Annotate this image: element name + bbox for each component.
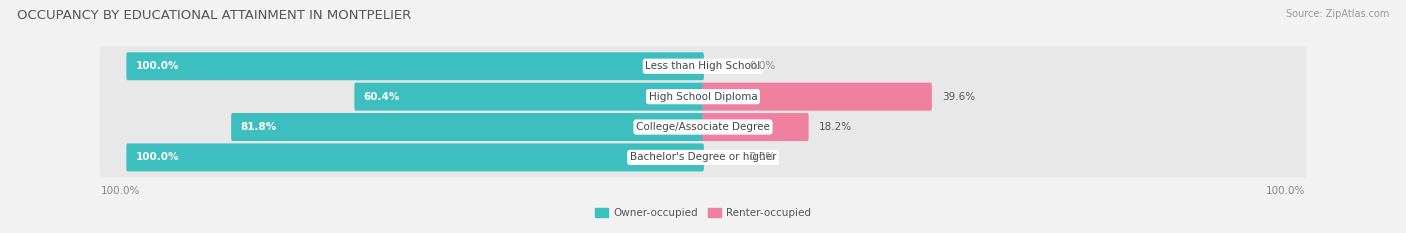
FancyBboxPatch shape: [127, 144, 704, 171]
Text: 100.0%: 100.0%: [136, 152, 180, 162]
FancyBboxPatch shape: [127, 52, 704, 80]
Text: Source: ZipAtlas.com: Source: ZipAtlas.com: [1285, 9, 1389, 19]
FancyBboxPatch shape: [100, 137, 1306, 178]
Text: 0.0%: 0.0%: [749, 61, 775, 71]
FancyBboxPatch shape: [100, 77, 1306, 117]
Text: 81.8%: 81.8%: [240, 122, 277, 132]
Text: 100.0%: 100.0%: [1265, 186, 1305, 196]
Text: 39.6%: 39.6%: [942, 92, 976, 102]
Text: 18.2%: 18.2%: [820, 122, 852, 132]
Text: 0.0%: 0.0%: [749, 152, 775, 162]
Text: 100.0%: 100.0%: [136, 61, 180, 71]
Text: High School Diploma: High School Diploma: [648, 92, 758, 102]
Legend: Owner-occupied, Renter-occupied: Owner-occupied, Renter-occupied: [591, 204, 815, 222]
FancyBboxPatch shape: [702, 113, 808, 141]
FancyBboxPatch shape: [702, 83, 932, 111]
FancyBboxPatch shape: [231, 113, 704, 141]
Text: Less than High School: Less than High School: [645, 61, 761, 71]
Text: OCCUPANCY BY EDUCATIONAL ATTAINMENT IN MONTPELIER: OCCUPANCY BY EDUCATIONAL ATTAINMENT IN M…: [17, 9, 411, 22]
Text: College/Associate Degree: College/Associate Degree: [636, 122, 770, 132]
FancyBboxPatch shape: [354, 83, 704, 111]
Text: 100.0%: 100.0%: [101, 186, 141, 196]
FancyBboxPatch shape: [100, 46, 1306, 86]
FancyBboxPatch shape: [100, 107, 1306, 147]
Text: 60.4%: 60.4%: [364, 92, 401, 102]
Text: Bachelor's Degree or higher: Bachelor's Degree or higher: [630, 152, 776, 162]
